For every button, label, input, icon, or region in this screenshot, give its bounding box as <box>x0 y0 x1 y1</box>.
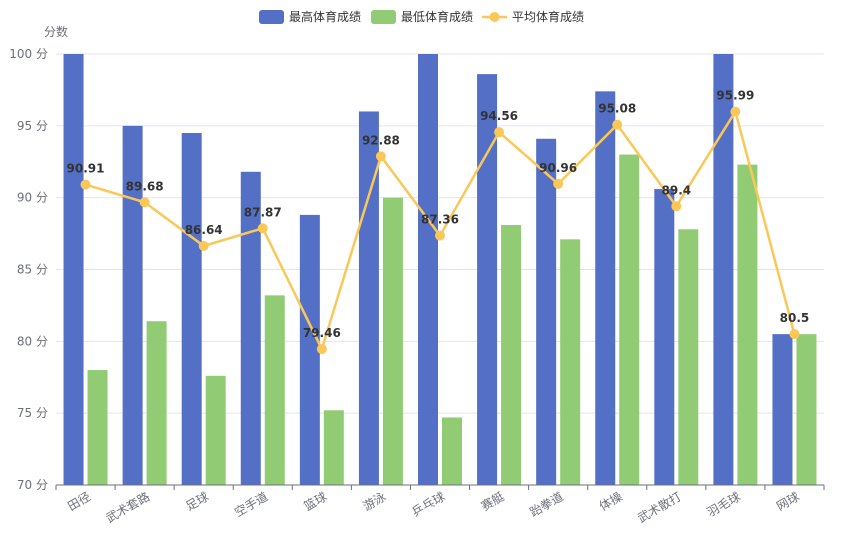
x-tick-label: 羽毛球 <box>705 489 743 519</box>
average-data-label: 87.87 <box>244 205 282 219</box>
y-axis-label: 分数 <box>44 24 68 39</box>
average-point <box>435 230 445 241</box>
bar-max <box>181 133 202 485</box>
bar-min <box>382 197 403 485</box>
average-point <box>494 127 505 138</box>
bar-min <box>264 295 285 485</box>
x-tick-label: 空手道 <box>232 489 270 519</box>
bar-max <box>63 54 84 485</box>
x-tick-label: 田径 <box>65 489 93 513</box>
average-data-label: 80.5 <box>780 311 810 325</box>
bar-min <box>678 229 699 485</box>
bar-max <box>536 138 557 485</box>
average-point <box>553 178 564 189</box>
legend: 最高体育成绩 最低体育成绩 平均体育成绩 <box>259 9 584 24</box>
bar-min <box>442 417 462 485</box>
average-point <box>671 201 682 212</box>
bar-min <box>737 164 758 485</box>
legend-swatch <box>259 10 284 24</box>
y-tick-label: 85 分 <box>17 263 48 277</box>
x-tick-label: 武术套路 <box>103 489 152 526</box>
average-point <box>789 329 800 340</box>
x-tick-label: 乒乓球 <box>409 489 447 519</box>
average-point <box>198 240 209 251</box>
average-data-label: 79.46 <box>303 326 341 340</box>
x-tick-label: 足球 <box>183 489 211 513</box>
bar-min <box>323 410 344 485</box>
average-point <box>730 106 741 117</box>
legend-label: 平均体育成绩 <box>512 9 584 24</box>
average-data-label: 89.68 <box>126 179 164 193</box>
average-data-label: 87.36 <box>421 213 459 227</box>
average-data-label: 89.4 <box>662 183 692 197</box>
y-tick-label: 100 分 <box>9 47 48 61</box>
y-tick-label: 80 分 <box>17 334 48 348</box>
bar-max <box>477 74 498 485</box>
bar-min <box>560 239 581 485</box>
x-tick-label: 网球 <box>774 489 802 513</box>
average-data-label: 90.96 <box>539 161 577 175</box>
legend-label: 最高体育成绩 <box>289 9 361 24</box>
bar-max <box>772 334 793 485</box>
bar-max <box>240 171 261 485</box>
x-tick-label: 武术散打 <box>635 489 684 526</box>
bar-max <box>595 91 616 485</box>
y-tick-label: 70 分 <box>17 478 48 492</box>
x-tick-label: 跆拳道 <box>527 489 566 520</box>
bar-max <box>654 189 675 485</box>
bar-max <box>122 125 143 485</box>
average-line: 90.91 89.68 86.64 87.87 79.46 92.88 87.36 94.56… <box>67 89 810 355</box>
average-point <box>375 151 386 162</box>
average-point <box>612 119 623 130</box>
y-tick-label: 90 分 <box>17 191 48 205</box>
bar-min <box>205 375 226 485</box>
bar-min <box>796 334 817 485</box>
bars <box>63 54 817 486</box>
average-point <box>139 197 150 208</box>
average-data-label: 86.64 <box>185 223 223 237</box>
average-point <box>257 223 268 234</box>
bar-max <box>418 54 438 485</box>
bar-max <box>358 111 379 485</box>
x-tick-label: 篮球 <box>301 489 329 514</box>
average-data-label: 94.56 <box>480 109 518 123</box>
x-axis: 田径 武术套路 足球 空手道 篮球 游泳 乒乓球 赛艇 跆拳道 体操 武术散打 羽毛球 网球 <box>55 484 825 526</box>
average-data-label: 92.88 <box>362 133 400 147</box>
x-tick-label: 体操 <box>596 489 624 514</box>
legend-swatch <box>371 10 396 24</box>
y-tick-label: 95 分 <box>17 119 48 133</box>
bar-max <box>299 214 320 485</box>
y-axis-ticks: 70 分 75 分 80 分 85 分 90 分 95 分 100 分 <box>9 47 48 492</box>
legend-label: 最低体育成绩 <box>401 9 473 24</box>
bar-max <box>713 54 734 485</box>
average-data-label: 95.99 <box>716 89 754 103</box>
bar-min <box>501 224 522 486</box>
bar-min <box>146 321 167 485</box>
y-tick-label: 75 分 <box>17 406 48 420</box>
average-point <box>316 344 327 355</box>
x-tick-label: 赛艇 <box>478 489 506 514</box>
legend-swatch-dot <box>489 12 500 22</box>
bar-min <box>619 154 640 486</box>
bar-min <box>87 370 108 485</box>
average-point <box>80 179 91 190</box>
x-tick-label: 游泳 <box>361 489 389 513</box>
average-data-label: 95.08 <box>598 102 636 116</box>
average-data-label: 90.91 <box>67 162 105 176</box>
